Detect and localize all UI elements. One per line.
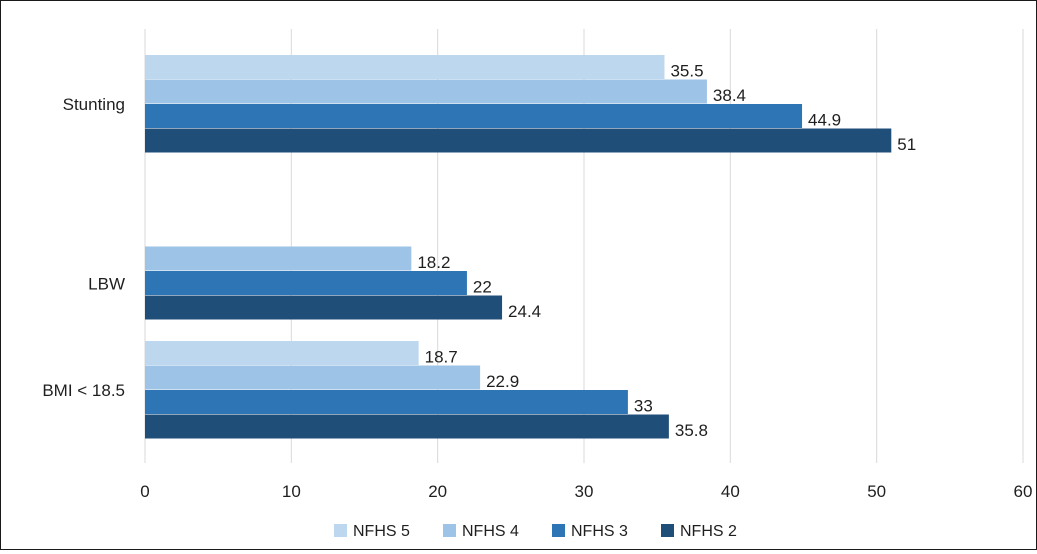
legend: NFHS 5 NFHS 4 NFHS 3 NFHS 2 bbox=[334, 523, 737, 540]
bars bbox=[145, 55, 892, 439]
data-label: 18.7 bbox=[425, 348, 458, 367]
legend-label: NFHS 5 bbox=[353, 523, 410, 540]
legend-swatch-nfhs-3 bbox=[552, 524, 565, 537]
x-tick-label: 40 bbox=[721, 482, 740, 501]
bar-bmi-18-5-nfhs-2 bbox=[145, 414, 669, 439]
x-tick-label: 20 bbox=[428, 482, 447, 501]
legend-swatch-nfhs-2 bbox=[661, 524, 674, 537]
legend-swatch-nfhs-4 bbox=[443, 524, 456, 537]
bar-stunting-nfhs-4 bbox=[145, 79, 707, 104]
bar-lbw-nfhs-3 bbox=[145, 271, 467, 295]
x-axis-ticks: 0 10 20 30 40 50 60 bbox=[140, 482, 1032, 501]
data-label: 22.9 bbox=[486, 372, 519, 391]
data-label: 22 bbox=[473, 278, 492, 297]
data-label: 44.9 bbox=[808, 111, 841, 130]
legend-label: NFHS 2 bbox=[680, 523, 737, 540]
bar-stunting-nfhs-2 bbox=[145, 128, 892, 153]
x-tick-label: 30 bbox=[575, 482, 594, 501]
legend-label: NFHS 4 bbox=[462, 523, 519, 540]
bar-stunting-nfhs-5 bbox=[145, 55, 665, 79]
bar-lbw-nfhs-2 bbox=[145, 295, 503, 320]
data-label: 51 bbox=[897, 135, 916, 154]
category-label: LBW bbox=[88, 274, 125, 293]
bar-lbw-nfhs-4 bbox=[145, 246, 412, 271]
x-tick-label: 50 bbox=[867, 482, 886, 501]
data-label: 35.8 bbox=[675, 421, 708, 440]
data-label: 24.4 bbox=[508, 302, 541, 321]
data-label: 18.2 bbox=[417, 253, 450, 272]
category-label: Stunting bbox=[63, 95, 125, 114]
data-label: 33 bbox=[634, 397, 653, 416]
x-tick-label: 60 bbox=[1014, 482, 1033, 501]
x-tick-label: 10 bbox=[282, 482, 301, 501]
x-tick-label: 0 bbox=[140, 482, 149, 501]
bar-bmi-18-5-nfhs-4 bbox=[145, 365, 481, 390]
bar-bmi-18-5-nfhs-3 bbox=[145, 390, 628, 414]
category-label: BMI < 18.5 bbox=[42, 381, 125, 400]
data-label: 38.4 bbox=[713, 86, 746, 105]
data-label: 35.5 bbox=[670, 62, 703, 81]
bar-bmi-18-5-nfhs-5 bbox=[145, 341, 419, 365]
bar-stunting-nfhs-3 bbox=[145, 104, 803, 128]
category-labels: Stunting LBW BMI < 18.5 bbox=[42, 95, 125, 400]
data-labels: 35.5 38.4 44.9 51 18.2 22 24.4 18.7 22.9 33 35.8 bbox=[417, 62, 916, 441]
legend-swatch-nfhs-5 bbox=[334, 524, 347, 537]
legend-label: NFHS 3 bbox=[571, 523, 628, 540]
